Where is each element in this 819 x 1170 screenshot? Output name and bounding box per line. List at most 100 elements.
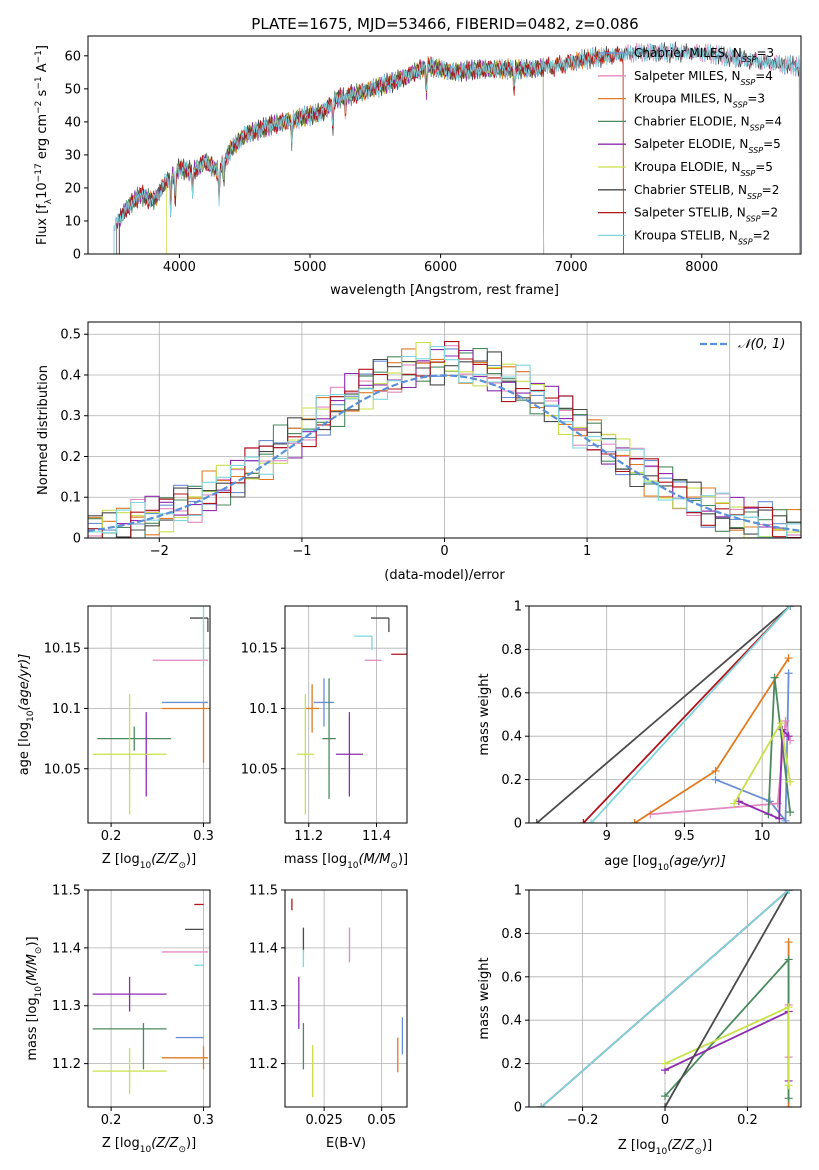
mass-vs-extinction-panel: 0.025 0.05 11.2 11.3 11.4 11.5 E(B-V) <box>249 884 408 1151</box>
y-axis-label: mass weight <box>477 957 492 1039</box>
y-tick-label: 0 <box>514 1101 522 1116</box>
y-tick-label: 11.4 <box>52 941 81 956</box>
x-tick-label: 6000 <box>424 260 457 275</box>
x-tick-label: 0.3 <box>193 829 214 844</box>
y-tick-label: 10.05 <box>241 762 278 777</box>
weight-marker-ss <box>579 819 588 823</box>
y-axis-label: Flux [fλ10−17 erg cm−2 s−1 A−1] <box>34 45 54 245</box>
y-tick-label: 60 <box>64 49 81 64</box>
normal-legend-label: 𝒩(0, 1) <box>738 337 785 352</box>
y-tick-label: 30 <box>64 148 81 163</box>
data-point-cs <box>189 617 209 633</box>
legend: Chabrier MILES, NSSP=3 Salpeter MILES, NS… <box>598 46 782 246</box>
y-tick-label: 11.5 <box>249 884 278 899</box>
y-tick-label: 0.2 <box>501 773 522 788</box>
weight-marker-cm <box>711 775 720 784</box>
y-tick-label: 0.1 <box>60 491 81 506</box>
axes-frame <box>528 889 802 1108</box>
weight-line-cs <box>536 606 791 823</box>
data-point-se <box>335 712 363 797</box>
y-tick-label: 10.1 <box>249 702 278 717</box>
data-point-km <box>305 684 319 733</box>
weight-marker-ce <box>770 673 779 682</box>
weight-marker-km <box>630 819 639 823</box>
x-tick-label: 0.2 <box>737 1113 758 1128</box>
histogram-ss <box>88 341 801 538</box>
y-tick-label: 40 <box>64 115 81 130</box>
legend-label: Kroupa ELODIE, NSSP=5 <box>634 160 773 178</box>
weight-marker-km <box>784 654 793 663</box>
figure-title: PLATE=1675, MJD=53466, FIBERID=0482, z=0… <box>251 15 638 33</box>
axes-frame <box>284 889 408 1108</box>
axes-frame <box>87 321 802 539</box>
x-axis-label: Z [log10(Z/Z⊙)] <box>618 1138 712 1157</box>
weight-marker-ce <box>786 808 795 817</box>
mass-vs-metallicity-panel: 0.2 0.3 11.2 11.3 11.4 11.5 Z [log10(Z/Z⊙)] mas… <box>25 884 214 1156</box>
weight-marker-ce <box>784 1094 793 1103</box>
legend-label: Kroupa MILES, NSSP=3 <box>634 92 765 110</box>
data-point-ss <box>391 653 407 655</box>
y-tick-label: 10.15 <box>44 642 81 657</box>
spectrum-line-ss <box>118 46 624 254</box>
weight-marker-cs <box>532 819 541 823</box>
spectrum-panel: 4000 5000 6000 7000 8000 0 10 20 30 40 50 60 wavelen… <box>34 35 802 298</box>
axes-frame <box>284 605 408 824</box>
y-tick-label: 0.3 <box>60 409 81 424</box>
spectrum-line-cs <box>116 41 801 254</box>
y-tick-label: 0.8 <box>501 643 522 658</box>
weight-marker-cm <box>784 669 793 678</box>
y-tick-label: 10 <box>64 214 81 229</box>
weight-line-se <box>664 1010 790 1081</box>
axes-frame <box>528 605 802 824</box>
weight-marker-ce <box>784 955 793 964</box>
x-axis-label: wavelength [Angstrom, rest frame] <box>330 283 559 298</box>
data-point-cs <box>370 617 390 633</box>
data-point-se <box>92 976 167 1012</box>
y-tick-label: 11.3 <box>249 999 278 1014</box>
axes-frame <box>87 605 211 824</box>
weight-line-km <box>634 657 790 823</box>
y-tick-label: 0 <box>73 248 81 263</box>
legend-label: Chabrier STELIB, NSSP=2 <box>634 183 779 201</box>
weight-marker-se <box>775 814 784 823</box>
plot-area <box>296 617 407 815</box>
weight-marker-sm <box>781 717 790 726</box>
x-tick-label: −0.2 <box>567 1113 599 1128</box>
y-tick-label: 0.2 <box>501 1057 522 1072</box>
x-axis-label: age [log10(age/yr)] <box>604 854 726 873</box>
data-point-ke <box>92 1047 167 1095</box>
mass-weight-vs-metallicity-panel: −0.2 0 0.2 0 0.2 0.4 0.6 0.8 1 Z [log10(Z/Z⊙)] mas… <box>477 884 802 1157</box>
x-tick-label: 11.2 <box>294 829 323 844</box>
legend-label: Kroupa STELIB, NSSP=2 <box>634 228 770 246</box>
weight-marker-cm <box>781 816 790 823</box>
x-tick-label: 0.3 <box>193 1113 214 1128</box>
y-tick-label: 0.4 <box>501 730 522 745</box>
age-vs-mass-panel: 11.2 11.4 10.05 10.1 10.15 mass [log10(M/M⊙)] <box>241 605 408 871</box>
x-tick-label: 0.025 <box>306 1113 343 1128</box>
data-point-ks <box>353 635 373 651</box>
x-tick-label: 10 <box>754 829 771 844</box>
weight-marker-ce <box>661 1092 669 1101</box>
data-point-ke <box>296 694 314 815</box>
y-tick-label: 0 <box>73 532 81 547</box>
x-tick-label: 4000 <box>163 260 196 275</box>
plot-area <box>88 341 801 538</box>
axes-frame <box>87 35 802 255</box>
y-axis-label: Normed distribution <box>36 365 51 495</box>
x-axis-label: mass [log10(M/M⊙)] <box>284 852 408 871</box>
y-tick-label: 0.8 <box>501 927 522 942</box>
axes-frame <box>87 889 211 1108</box>
spectrum-line-km <box>118 48 624 254</box>
y-tick-label: 10.1 <box>52 702 81 717</box>
y-tick-label: 50 <box>64 82 81 97</box>
x-axis-label: (data-model)/error <box>384 568 505 583</box>
y-tick-label: 11.2 <box>52 1057 81 1072</box>
weight-marker-ks <box>537 1103 546 1107</box>
data-point-cm <box>313 678 335 727</box>
weight-line-ks <box>540 890 790 1107</box>
x-axis-label: Z [log10(Z/Z⊙)] <box>102 852 196 871</box>
x-tick-label: 9.5 <box>674 829 695 844</box>
x-tick-label: 7000 <box>555 260 588 275</box>
weight-marker-ke <box>730 799 739 808</box>
